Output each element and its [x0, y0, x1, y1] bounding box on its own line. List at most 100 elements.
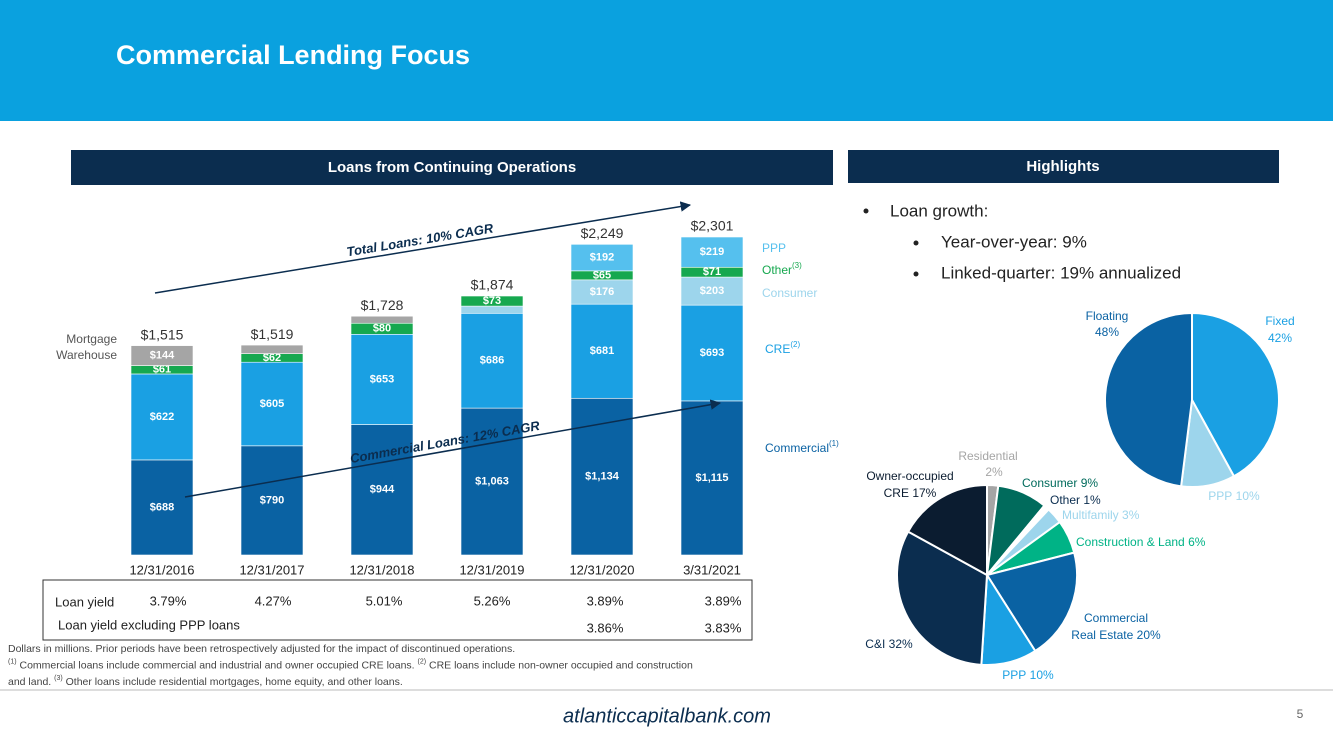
segment-label: $622: [150, 411, 174, 423]
footnote-text: CRE loans include non-owner occupied and…: [426, 659, 693, 671]
trend-arrow: [154, 201, 692, 294]
bar-segment: [350, 333, 414, 425]
segment-label: $1,134: [585, 471, 620, 483]
value-label: 2%: [985, 465, 1003, 479]
table-cell: 4.27%: [255, 593, 292, 608]
footnote-text: Other loans include residential mortgage…: [63, 676, 403, 688]
value-label: 10%: [1030, 668, 1054, 682]
bar-segment: [680, 236, 744, 268]
category-name: Other: [1050, 493, 1080, 507]
segment-label: $61: [153, 364, 171, 376]
bar-segment: [130, 345, 194, 366]
category-name: PPP: [1002, 668, 1026, 682]
value-label: 20%: [1137, 628, 1161, 642]
table-cell: 3.83%: [705, 620, 742, 635]
x-tick-label: 3/31/2021: [683, 562, 741, 577]
table-cell: 3.89%: [587, 593, 624, 608]
bar-segment: [130, 373, 194, 461]
slide-title: Commercial Lending Focus: [116, 40, 470, 70]
bar-segment: [460, 312, 524, 409]
segment-label: $790: [260, 494, 284, 506]
legend-name: CRE: [765, 342, 790, 356]
section-title: Highlights: [1026, 158, 1099, 175]
page-number: 5: [1297, 707, 1304, 721]
section-header: [71, 150, 833, 185]
pie-label: Owner-occupied: [866, 469, 953, 483]
value-label: 32%: [889, 637, 913, 651]
total-label: $1,728: [361, 297, 404, 313]
pie-label: CRE 17%: [884, 486, 937, 500]
category-name: Consumer: [1022, 476, 1077, 490]
segment-label: $192: [590, 251, 614, 263]
table-cell: 5.26%: [474, 593, 511, 608]
bar-segment: [240, 361, 304, 447]
bar-segment: [350, 424, 414, 556]
segment-label: $80: [373, 323, 391, 335]
total-label: $1,519: [251, 326, 294, 342]
legend-label: Warehouse: [56, 348, 117, 362]
value-label: 17%: [912, 486, 936, 500]
legend-label: Mortgage: [66, 332, 117, 346]
footnote-superscript: (3): [54, 675, 63, 682]
legend-superscript: (1): [829, 439, 839, 448]
bar-segment: [570, 303, 634, 399]
legend-label: Consumer: [762, 286, 817, 300]
highlight: Linked-quarter: 19% annualized: [941, 263, 1181, 282]
footnote: (1) Commercial loans include commercial …: [8, 659, 693, 671]
bar-segment: [460, 407, 524, 556]
pie-label: Residential: [958, 449, 1017, 463]
highlight: Loan growth:: [890, 201, 988, 220]
x-tick-label: 12/31/2019: [459, 562, 524, 577]
legend-name: Other: [762, 263, 792, 277]
category-name: Owner-occupied: [866, 469, 953, 483]
value-label: 1%: [1083, 493, 1101, 507]
segment-label: $176: [590, 286, 614, 298]
x-tick-label: 12/31/2018: [349, 562, 414, 577]
segment-label: $688: [150, 501, 174, 513]
table-border: [42, 579, 753, 641]
legend-name: Consumer: [762, 286, 817, 300]
value-label: 6%: [1188, 535, 1206, 549]
pie-label: Commercial: [1084, 611, 1148, 625]
bar-segment: [350, 315, 414, 324]
category-name: Real Estate: [1071, 628, 1133, 642]
bar-segment: [240, 445, 304, 556]
category-name: Residential: [958, 449, 1017, 463]
legend-label: Other(3): [762, 261, 802, 277]
website: atlanticcapitalbank.com: [563, 705, 771, 727]
bar-segment: [460, 295, 524, 307]
pie-slice: [1104, 311, 1193, 488]
pie-label: Real Estate 20%: [1071, 628, 1161, 642]
table-cell: 5.01%: [366, 593, 403, 608]
segment-label: $71: [703, 266, 721, 278]
bar-segment: [680, 304, 744, 402]
table-cell: 3.79%: [150, 593, 187, 608]
legend-label: PPP: [762, 241, 786, 255]
legend-label: Commercial(1): [765, 439, 839, 455]
highlight: Year-over-year: 9%: [941, 232, 1087, 251]
pie-label: PPP 10%: [1208, 489, 1260, 503]
segment-label: $1,063: [475, 475, 509, 487]
x-tick-label: 12/31/2016: [129, 562, 194, 577]
bullet: [913, 271, 919, 277]
bar-segment: [130, 459, 194, 556]
footnote: Dollars in millions. Prior periods have …: [8, 643, 515, 655]
x-tick-label: 12/31/2020: [569, 562, 634, 577]
row-label: Loan yield: [55, 594, 114, 609]
segment-label: $73: [483, 295, 501, 307]
value-label: 9%: [1081, 476, 1099, 490]
footnote-text: Commercial loans include commercial and …: [17, 659, 418, 671]
value-label: 10%: [1236, 489, 1260, 503]
legend-label: CRE(2): [765, 340, 800, 356]
total-label: $2,301: [691, 218, 734, 234]
bar-segment: [240, 344, 304, 354]
category-name: Commercial: [1084, 611, 1148, 625]
bar-segment: [460, 305, 524, 314]
pie-label: Construction & Land 6%: [1076, 535, 1206, 549]
category-name: Construction & Land: [1076, 535, 1185, 549]
footnote-superscript: (2): [418, 659, 427, 666]
legend-name: Commercial: [765, 441, 829, 455]
segment-label: $1,115: [695, 472, 728, 484]
legend-superscript: (3): [792, 261, 802, 270]
